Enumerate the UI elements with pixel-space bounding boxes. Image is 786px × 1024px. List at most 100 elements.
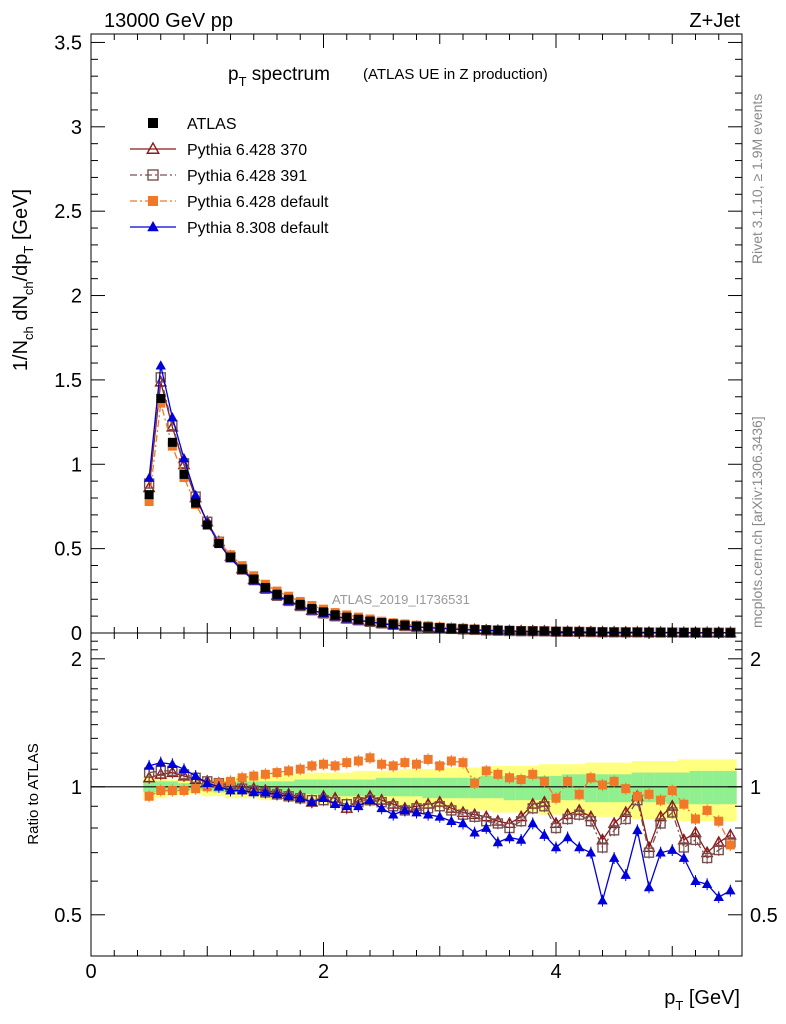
ratio-point-pythia-8-308-default (620, 869, 631, 879)
point-atlas (144, 490, 154, 500)
ratio-point-pythia-6-428-391 (469, 811, 480, 823)
ratio-point-pythia-8-308-default (190, 770, 201, 780)
y-tick-label: 3 (71, 117, 82, 139)
ratio-point-pythia-8-308-default (655, 847, 666, 857)
ratio-point-pythia-6-428-default (481, 766, 491, 776)
uncertainty-band-inner (352, 779, 365, 797)
ratio-y-tick-label: 1 (71, 777, 82, 799)
ratio-point-pythia-6-428-default (144, 791, 154, 801)
y-tick-label: 2 (71, 286, 82, 308)
ratio-point-pythia-6-428-default (237, 773, 247, 783)
ratio-point-pythia-6-428-default (470, 778, 480, 788)
legend-marker-pythia-6-428-391 (147, 169, 159, 181)
uncertainty-band-inner (678, 772, 691, 805)
uncertainty-band-inner (712, 770, 726, 805)
point-pythia-6-428-391 (155, 372, 166, 383)
point-atlas (632, 627, 642, 637)
point-pythia-8-308-default (167, 412, 178, 422)
ratio-y-tick-label-right: 0.5 (750, 905, 778, 927)
ratio-point-pythia-6-428-default (598, 780, 607, 790)
ratio-point-pythia-8-308-default (550, 842, 562, 852)
ratio-point-pythia-8-308-default (295, 792, 306, 803)
ratio-point-pythia-8-308-default (504, 832, 515, 842)
ratio-point-pythia-6-428-default (621, 784, 631, 794)
ratio-point-pythia-8-308-default (143, 760, 155, 770)
ratio-point-pythia-6-428-default (295, 764, 305, 774)
ratio-point-pythia-6-428-default (714, 816, 724, 826)
ratio-point-pythia-6-428-default (435, 761, 445, 771)
point-atlas (214, 539, 224, 549)
ratio-point-pythia-6-428-default (725, 840, 735, 850)
y-axis-label: 1/Nch dNch/dpT [GeV] (10, 189, 36, 371)
ratio-point-pythia-8-308-default (236, 785, 248, 795)
ratio-point-pythia-8-308-default (422, 809, 434, 819)
point-pythia-6-428-default (156, 398, 166, 408)
title-main: p (228, 64, 239, 85)
ratio-point-pythia-8-308-default (527, 818, 538, 828)
ratio-point-pythia-6-428-default (446, 756, 456, 766)
ratio-point-pythia-6-428-default (342, 758, 352, 768)
ratio-point-pythia-8-308-default (318, 792, 329, 803)
point-atlas (167, 437, 177, 447)
ratio-point-pythia-6-428-391 (550, 822, 562, 834)
ratio-point-pythia-8-308-default (667, 844, 678, 854)
ratio-point-pythia-6-428-default (551, 793, 561, 803)
ratio-point-pythia-6-428-default (505, 773, 514, 783)
ratio-point-pythia-8-308-default (701, 878, 713, 889)
y-tick-label: 0 (71, 623, 82, 645)
ratio-point-pythia-6-428-default (656, 795, 666, 805)
ratio-point-pythia-8-308-default (515, 834, 527, 844)
point-atlas (377, 618, 387, 628)
ratio-point-pythia-6-428-391 (643, 847, 655, 858)
ratio-point-pythia-6-428-391 (597, 842, 608, 853)
ratio-point-pythia-8-308-default (690, 875, 701, 885)
ratio-point-pythia-8-308-default (725, 885, 736, 895)
ratio-point-pythia-6-428-default (423, 754, 433, 764)
ratio-point-pythia-8-308-default (388, 809, 399, 819)
legend-label-atlas: ATLAS (187, 116, 237, 133)
ratio-point-pythia-8-308-default (574, 842, 585, 852)
ratio-point-pythia-6-428-391 (515, 816, 527, 827)
ratio-y-tick-label: 2 (71, 649, 82, 671)
ratio-point-pythia-8-308-default (155, 757, 166, 767)
ratio-point-pythia-6-428-391 (608, 825, 620, 836)
ratio-point-pythia-6-428-391 (574, 809, 585, 820)
point-atlas (284, 594, 294, 604)
point-pythia-6-428-370 (177, 458, 191, 470)
point-atlas (260, 582, 270, 592)
ratio-point-pythia-6-428-default (528, 769, 538, 779)
ratio-point-pythia-8-308-default (178, 763, 190, 774)
ratio-point-pythia-6-428-default (400, 758, 410, 768)
point-atlas (307, 604, 317, 614)
point-atlas (412, 621, 421, 631)
legend-marker-atlas (148, 118, 158, 128)
ratio-point-pythia-6-428-391 (562, 813, 573, 825)
ratio-plot-layer (91, 751, 742, 907)
ratio-point-pythia-8-308-default (457, 818, 469, 828)
ratio-point-pythia-8-308-default (353, 800, 364, 811)
legend-label-pythia-6-428-370: Pythia 6.428 370 (187, 142, 307, 159)
ratio-point-pythia-6-428-default (365, 753, 375, 763)
ratio-point-pythia-6-428-default (702, 805, 712, 815)
legend-label-pythia-6-428-default: Pythia 6.428 default (187, 194, 329, 211)
uncertainty-band-inner (724, 770, 737, 805)
uncertainty-band-inner (364, 779, 377, 797)
ratio-point-pythia-6-428-391 (539, 801, 550, 812)
ratio-point-pythia-8-308-default (713, 891, 724, 902)
uncertainty-band-inner (689, 770, 702, 805)
title-sub: T (239, 74, 247, 89)
ratio-point-pythia-6-428-default (191, 784, 201, 794)
uncertainty-band-inner (701, 770, 714, 805)
point-atlas (342, 612, 352, 622)
ratio-point-pythia-8-308-default (306, 796, 318, 807)
x-tick-label: 4 (550, 961, 561, 983)
ratio-point-pythia-6-428-default (679, 799, 689, 809)
ratio-point-pythia-8-308-default (608, 852, 620, 862)
title-rest: spectrum (247, 64, 330, 85)
point-atlas (365, 616, 375, 626)
ratio-y-axis-label: Ratio to ATLAS (25, 743, 42, 844)
ratio-point-pythia-6-428-default (574, 789, 584, 799)
ratio-point-pythia-6-428-default (260, 769, 270, 779)
point-pythia-8-308-default (178, 453, 190, 463)
point-atlas (319, 607, 328, 617)
